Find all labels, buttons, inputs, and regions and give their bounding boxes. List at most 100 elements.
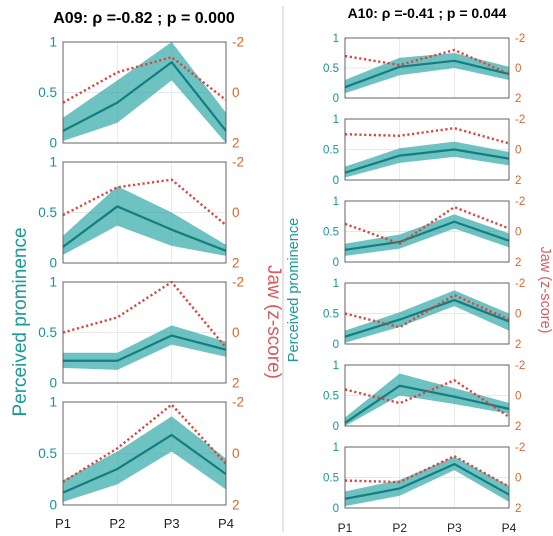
left-tick-label: 1	[49, 395, 57, 410]
jaw-line	[344, 48, 510, 76]
left-tick-label: 0.5	[38, 325, 57, 340]
left-tick-label: 0.5	[323, 473, 339, 485]
confidence-band	[345, 373, 509, 426]
mean-line	[344, 298, 510, 338]
left-tick-label: 0	[333, 175, 339, 187]
right-tick-label: 2	[232, 256, 240, 271]
left-tick-label: 1	[49, 35, 57, 50]
subplot-1: 0 0.5 1 -2 0 2	[38, 35, 244, 151]
x-tick-label: P1	[338, 521, 353, 535]
right-tick-label: 2	[232, 498, 240, 513]
subplot-4: 0 0.5 1 -2 0 2	[323, 278, 525, 351]
confidence-band	[63, 416, 226, 502]
right-tick-label: -2	[232, 275, 244, 290]
right-tick-label: 0	[232, 85, 240, 100]
right-tick-label: -2	[515, 196, 525, 208]
mean-line	[63, 334, 227, 362]
subplot-5: 0 0.5 1 -2 0 2	[323, 360, 525, 433]
mean-line	[62, 61, 227, 132]
subplot-2: 0 0.5 1 -2 0 2	[323, 114, 525, 187]
left-tick-label: 1	[333, 442, 339, 454]
left-tick-label: 0	[333, 339, 339, 351]
left-tick-label: 0.5	[38, 85, 57, 100]
right-tick-label: -2	[232, 155, 244, 170]
confidence-band	[345, 290, 509, 343]
mean-line	[344, 462, 510, 500]
chart-title: A09: ρ =-0.82 ; p = 0.000	[53, 10, 235, 27]
right-tick-label: 0	[232, 205, 240, 220]
left-tick-label: 0.5	[323, 227, 339, 239]
x-tick-label: P3	[447, 521, 462, 535]
right-tick-label: 0	[515, 63, 521, 75]
subplot-3: 0 0.5 1 -2 0 2	[38, 275, 244, 391]
subplot-4: 0 0.5 1 -2 0 2	[38, 395, 244, 513]
right-tick-label: -2	[232, 35, 244, 50]
jaw-line	[62, 178, 227, 227]
axes-frame	[62, 161, 227, 264]
right-tick-label: -2	[515, 360, 525, 372]
left-tick-label: 0.5	[38, 446, 57, 461]
right-tick-label: 0	[232, 325, 240, 340]
mean-line	[62, 433, 227, 494]
chart-a09: A09: ρ =-0.82 ; p = 0.000 0 0.5 1 -2 0 2 0 0.5 1 -…	[10, 10, 284, 531]
axes-frame	[344, 446, 510, 509]
subplot-2: 0 0.5 1 -2 0 2	[38, 155, 244, 271]
left-tick-label: 1	[333, 114, 339, 126]
left-tick-label: 0.5	[323, 145, 339, 157]
confidence-band	[345, 141, 509, 178]
left-tick-label: 1	[49, 275, 57, 290]
right-tick-label: -2	[515, 33, 525, 45]
right-tick-label: 2	[232, 136, 240, 151]
x-tick-label: P2	[109, 516, 125, 531]
right-tick-label: 0	[515, 145, 521, 157]
jaw-line	[62, 403, 227, 483]
chart-title: A10: ρ =-0.41 ; p = 0.044	[348, 5, 507, 21]
left-tick-label: 1	[333, 196, 339, 208]
chart-a10: A10: ρ =-0.41 ; p = 0.044 0 0.5 1 -2 0 2 0 0.5 1 -…	[286, 5, 553, 535]
left-tick-label: 1	[49, 155, 57, 170]
left-tick-label: 0	[49, 256, 57, 271]
x-tick-label: P3	[164, 516, 180, 531]
mean-line	[62, 205, 227, 252]
y-axis-label-left: Perceived prominence	[10, 227, 31, 416]
right-tick-label: 2	[515, 93, 521, 105]
confidence-band	[345, 214, 509, 256]
x-tick-label: P4	[502, 521, 517, 535]
mean-line	[344, 384, 510, 424]
left-tick-label: 1	[333, 360, 339, 372]
right-tick-label: 2	[232, 376, 240, 391]
left-tick-label: 0.5	[323, 63, 339, 75]
left-tick-label: 0	[333, 421, 339, 433]
right-tick-label: 2	[515, 503, 521, 515]
left-tick-label: 0	[333, 93, 339, 105]
subplot-1: 0 0.5 1 -2 0 2	[323, 33, 525, 105]
right-tick-label: 0	[515, 309, 521, 321]
right-tick-label: 0	[515, 391, 521, 403]
left-tick-label: 0	[333, 503, 339, 515]
confidence-band	[63, 186, 226, 256]
jaw-line	[62, 280, 227, 349]
axes-frame	[344, 282, 510, 345]
jaw-line	[344, 294, 510, 329]
mean-line	[344, 220, 510, 251]
x-tick-label: P4	[218, 516, 234, 531]
left-tick-label: 1	[333, 33, 339, 45]
right-tick-label: 2	[515, 175, 521, 187]
right-tick-label: 2	[515, 421, 521, 433]
axes-frame	[62, 281, 227, 384]
axes-frame	[344, 118, 510, 181]
left-tick-label: 0.5	[38, 205, 57, 220]
left-tick-label: 0	[333, 257, 339, 269]
jaw-line	[344, 205, 510, 245]
right-tick-label: -2	[515, 278, 525, 290]
right-tick-label: 0	[515, 227, 521, 239]
right-tick-label: -2	[515, 114, 525, 126]
axes-frame	[344, 364, 510, 427]
left-tick-label: 0	[49, 376, 57, 391]
x-tick-label: P1	[55, 516, 71, 531]
right-tick-label: -2	[232, 395, 244, 410]
left-tick-label: 1	[333, 278, 339, 290]
right-tick-label: 2	[515, 257, 521, 269]
subplot-3: 0 0.5 1 -2 0 2	[323, 196, 525, 269]
